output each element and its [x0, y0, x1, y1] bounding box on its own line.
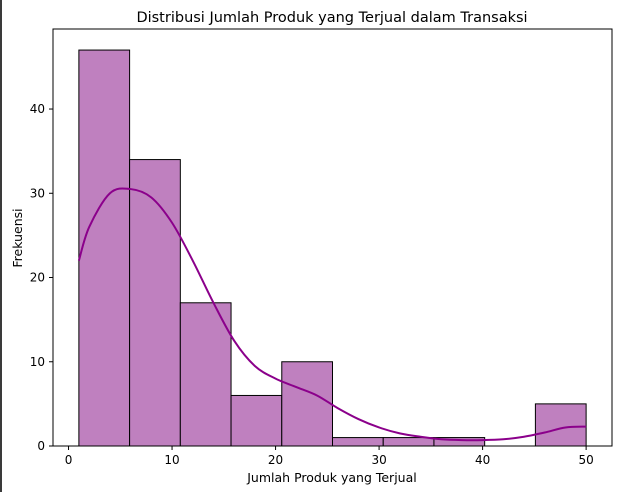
kde-curve — [77, 187, 587, 442]
histogram-bar-5 — [281, 361, 334, 447]
x-tick-label: 30 — [371, 453, 386, 467]
histogram-bar-1 — [78, 49, 131, 447]
histogram-bar-7 — [382, 437, 435, 447]
histogram-bar-4 — [230, 394, 283, 447]
histogram-bar-2 — [129, 159, 181, 447]
x-axis-label: Jumlah Produk yang Terjual — [246, 470, 416, 485]
x-tick-label: 20 — [268, 453, 283, 467]
y-tick-label: 40 — [30, 102, 45, 116]
chart-title: Distribusi Jumlah Produk yang Terjual da… — [136, 10, 527, 26]
histogram-bar-10 — [534, 403, 587, 447]
x-tick-label: 0 — [65, 453, 73, 467]
y-tick-label: 20 — [30, 271, 45, 285]
y-tick-label: 10 — [30, 355, 45, 369]
window-edge — [0, 0, 2, 492]
x-tick-label: 50 — [578, 453, 593, 467]
plot-area — [52, 28, 613, 447]
y-tick-label: 0 — [37, 439, 45, 453]
x-tick-label: 40 — [475, 453, 490, 467]
histogram-bar-3 — [179, 302, 232, 447]
y-tick-label: 30 — [30, 186, 45, 200]
histogram-bar-6 — [332, 437, 384, 447]
x-tick-label: 10 — [164, 453, 179, 467]
y-axis-label: Frekuensi — [10, 208, 25, 267]
